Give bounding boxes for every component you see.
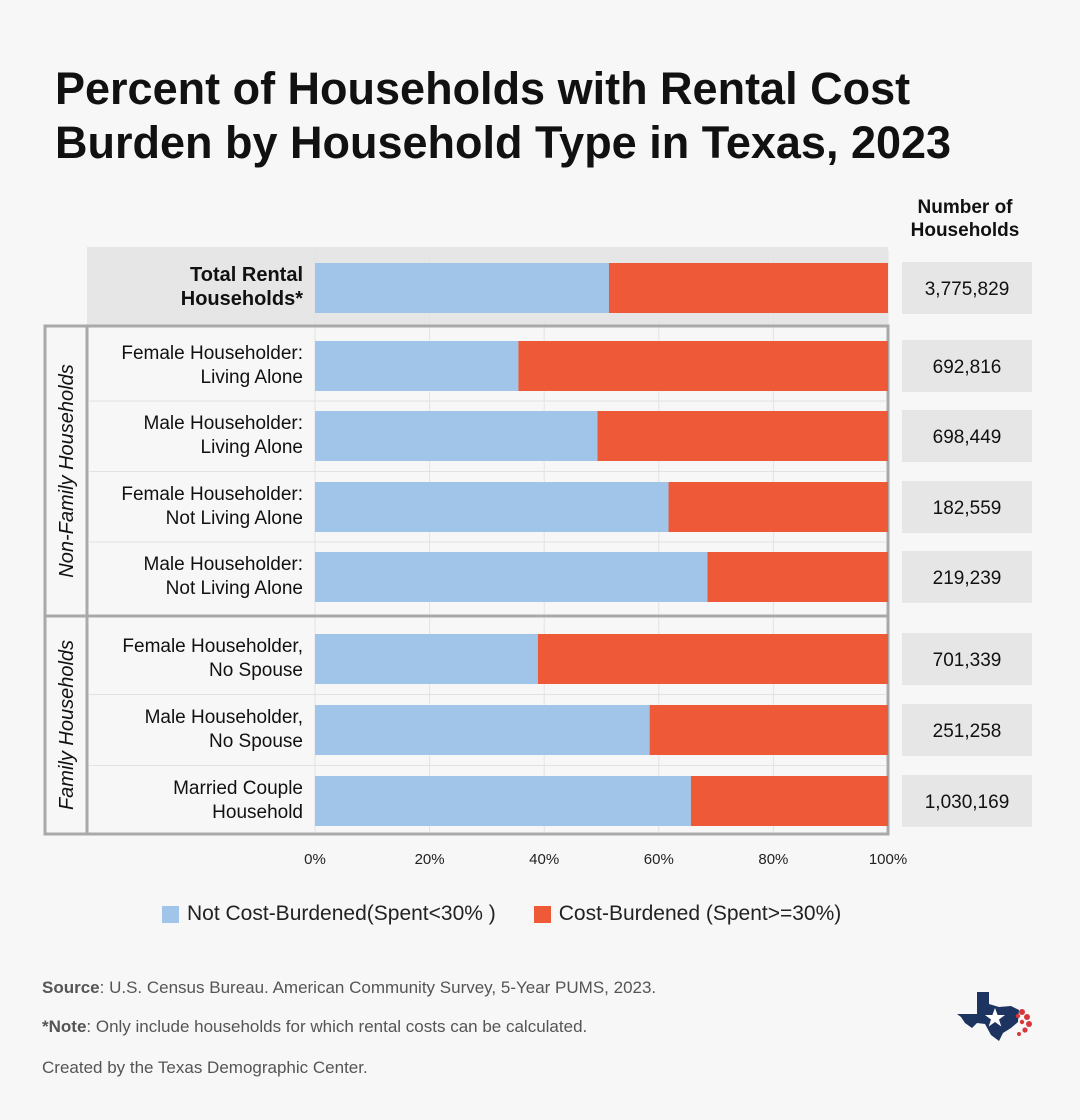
category-label: Household	[212, 802, 303, 823]
bar-burdened	[690, 776, 888, 826]
category-label: Female Householder:	[121, 484, 303, 505]
category-label: Female Householder:	[121, 343, 303, 364]
bar-not-burdened	[315, 634, 538, 684]
bar-not-burdened	[315, 411, 598, 461]
category-label: Total Rental	[190, 264, 303, 286]
household-count-box	[902, 481, 1032, 533]
household-count: 251,258	[933, 721, 1002, 742]
bar-burdened	[608, 263, 888, 313]
household-count: 3,775,829	[925, 279, 1010, 300]
bar-burdened	[649, 705, 888, 755]
household-count-box	[902, 704, 1032, 756]
note-label: *Note	[42, 1017, 87, 1036]
category-label: Households*	[181, 288, 303, 310]
stacked-bar-chart: Non-Family Households Family Households To…	[43, 247, 1032, 868]
category-label: Male Householder:	[144, 413, 303, 434]
group-label: Family Households	[56, 640, 78, 810]
bar-burdened	[707, 552, 888, 602]
bar-burdened	[537, 634, 888, 684]
legend-swatch-not-burdened	[162, 905, 179, 923]
bar-burdened	[597, 411, 888, 461]
household-count: 1,030,169	[925, 792, 1010, 813]
bar-not-burdened	[315, 482, 669, 532]
x-tick-label: 80%	[758, 851, 788, 868]
household-count: 692,816	[933, 357, 1002, 378]
household-count-box	[902, 633, 1032, 685]
legend-label-not-burdened: Not Cost-Burdened(Spent<30% )	[187, 902, 496, 925]
household-count-box	[902, 262, 1032, 314]
source-label: Source	[42, 978, 100, 997]
x-tick-label: 60%	[644, 851, 674, 868]
household-count: 701,339	[933, 650, 1002, 671]
category-label: Living Alone	[201, 367, 303, 388]
category-label: Not Living Alone	[166, 508, 303, 529]
x-tick-label: 20%	[415, 851, 445, 868]
category-label: Married Couple	[173, 778, 303, 799]
chart-legend: Not Cost-Burdened(Spent<30% ) Cost-Burde…	[162, 900, 879, 928]
note-text: : Only include households for which rent…	[86, 1017, 588, 1036]
category-label: No Spouse	[209, 731, 303, 752]
household-count-box	[902, 410, 1032, 462]
chart-title-line-1: Percent of Households with Rental Cost	[55, 63, 911, 114]
bar-not-burdened	[315, 552, 708, 602]
household-count: 698,449	[933, 427, 1002, 448]
x-tick-label: 100%	[869, 851, 907, 868]
household-count: 219,239	[933, 568, 1002, 589]
texas-star-logo-icon	[957, 992, 1032, 1041]
household-count-box	[902, 340, 1032, 392]
chart-title: Percent of Households with Rental Cost B…	[55, 62, 1045, 170]
bar-burdened	[518, 341, 888, 391]
bar-burdened	[668, 482, 888, 532]
category-label: Living Alone	[201, 437, 303, 458]
bar-not-burdened	[315, 341, 519, 391]
x-tick-label: 0%	[304, 851, 326, 868]
legend-item-not-burdened: Not Cost-Burdened(Spent<30% )	[162, 902, 496, 926]
category-label: No Spouse	[209, 660, 303, 681]
source-note: Source: U.S. Census Bureau. American Com…	[42, 978, 656, 998]
legend-swatch-burdened	[533, 905, 551, 923]
credit-text: Created by the Texas Demographic Center.	[42, 1058, 368, 1077]
household-count-box	[902, 775, 1032, 827]
category-label: Not Living Alone	[166, 578, 303, 599]
bar-not-burdened	[315, 705, 650, 755]
category-label: Male Householder,	[145, 707, 303, 728]
footnote: *Note: Only include households for which…	[42, 1017, 587, 1037]
bar-not-burdened	[315, 776, 691, 826]
legend-item-burdened: Cost-Burdened (Spent>=30%)	[533, 902, 842, 926]
group-label: Non-Family Households	[56, 364, 78, 577]
category-label: Female Householder,	[122, 636, 303, 657]
household-count: 182,559	[933, 498, 1002, 519]
source-text: : U.S. Census Bureau. American Community…	[99, 978, 657, 997]
category-label: Male Householder:	[144, 554, 303, 575]
household-count-box	[902, 551, 1032, 603]
households-header-line-2: Households	[910, 220, 1020, 241]
x-tick-label: 40%	[529, 851, 559, 868]
credit-line: Created by the Texas Demographic Center.	[42, 1058, 368, 1078]
bar-not-burdened	[315, 263, 609, 313]
legend-label-burdened: Cost-Burdened (Spent>=30%)	[558, 902, 842, 925]
households-header-line-1: Number of	[917, 197, 1013, 218]
chart-title-line-2: Burden by Household Type in Texas, 2023	[55, 117, 952, 168]
households-column-header: Number of Households	[890, 196, 1040, 242]
